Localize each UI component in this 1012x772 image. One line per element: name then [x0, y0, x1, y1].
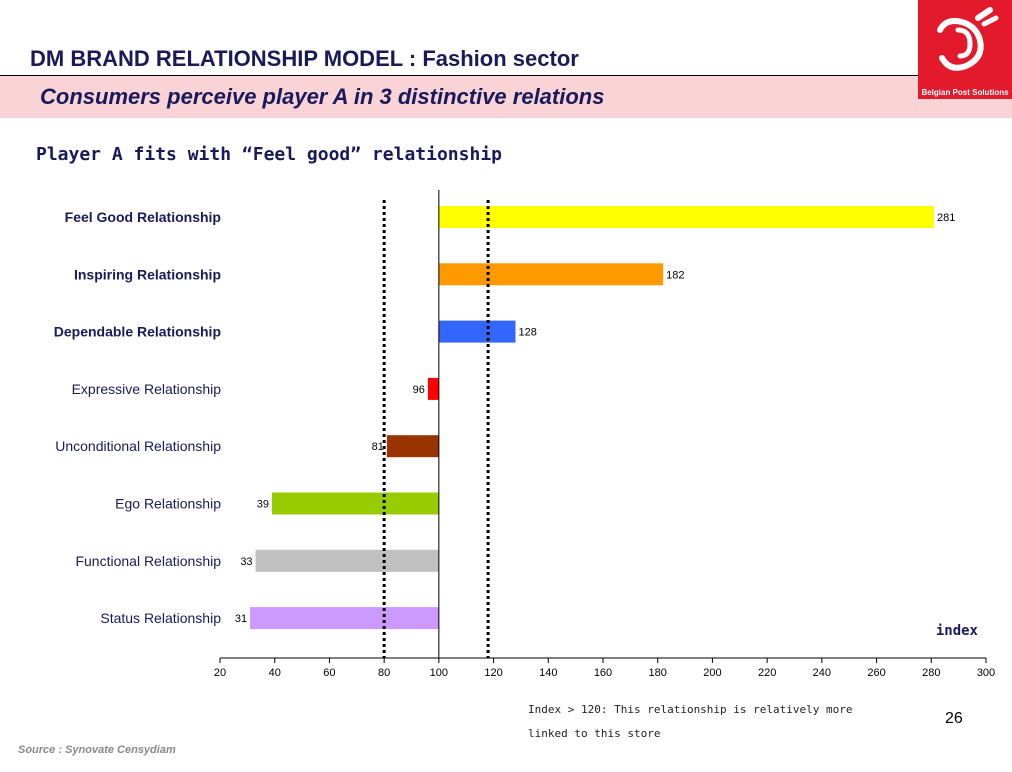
x-tick-label: 40: [269, 667, 281, 679]
x-tick-label: 200: [703, 667, 721, 679]
category-label: Expressive Relationship: [72, 381, 222, 397]
bar: [271, 492, 439, 515]
data-label: 81: [372, 441, 384, 453]
bar: [438, 263, 664, 286]
category-label: Unconditional Relationship: [55, 438, 221, 454]
x-tick-label: 140: [539, 667, 557, 679]
bar: [250, 607, 439, 630]
x-tick-label: 260: [867, 667, 885, 679]
x-tick-label: 300: [977, 667, 995, 679]
data-label: 31: [235, 613, 247, 625]
category-label: Status Relationship: [100, 610, 221, 626]
x-tick-label: 100: [430, 667, 448, 679]
data-label: 39: [257, 499, 269, 511]
x-tick-label: 280: [922, 667, 940, 679]
x-axis-label: index: [936, 623, 979, 639]
source-credit: Source : Synovate Censydiam: [18, 744, 176, 756]
category-label: Feel Good Relationship: [65, 209, 221, 225]
x-tick-label: 20: [214, 667, 226, 679]
data-label: 96: [413, 384, 425, 396]
data-label: 182: [666, 269, 684, 281]
x-tick-label: 220: [758, 667, 776, 679]
data-label: 128: [518, 327, 536, 339]
chart-heading: Player A fits with “Feel good” relations…: [36, 144, 502, 165]
page-subtitle: Consumers perceive player A in 3 distinc…: [40, 84, 605, 109]
subtitle-band: [0, 76, 1012, 118]
index-note: Index > 120: This relationship is relati…: [528, 703, 853, 740]
title-divider: [0, 75, 918, 76]
x-tick-label: 160: [594, 667, 612, 679]
category-label: Dependable Relationship: [54, 324, 221, 340]
page-title: DM BRAND RELATIONSHIP MODEL : Fashion se…: [30, 46, 579, 71]
post-horn-icon: [937, 7, 999, 71]
data-label: 281: [937, 212, 955, 224]
bar: [438, 206, 935, 228]
bar: [255, 549, 439, 572]
category-label: Ego Relationship: [115, 496, 221, 512]
x-tick-label: 60: [323, 667, 335, 679]
bar: [386, 435, 439, 458]
x-tick-label: 80: [378, 667, 390, 679]
bar-chart: Feel Good Relationship 281 Inspiring Relat…: [54, 190, 995, 679]
bar: [427, 377, 439, 400]
brand-logo: Belgian Post Solutions: [918, 0, 1012, 99]
x-tick-label: 120: [484, 667, 502, 679]
bar: [438, 320, 516, 343]
data-label: 33: [240, 556, 252, 568]
x-tick-label: 180: [649, 667, 667, 679]
x-tick-label: 240: [813, 667, 831, 679]
logo-text: Belgian Post Solutions: [921, 88, 1009, 97]
page-number: 26: [945, 710, 963, 727]
category-label: Inspiring Relationship: [74, 266, 221, 282]
category-label: Functional Relationship: [75, 553, 221, 569]
